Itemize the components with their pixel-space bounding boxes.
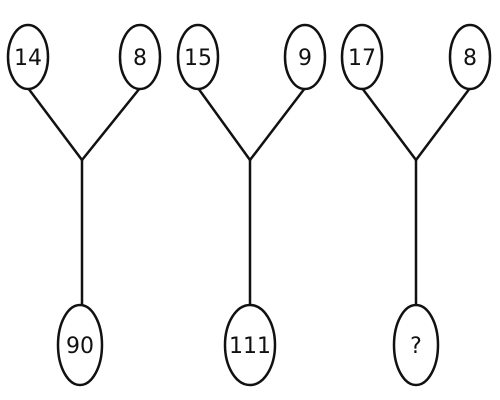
tree-3-top-right-value: 8 bbox=[463, 46, 477, 71]
tree-1-top-right-node bbox=[118, 23, 162, 91]
tree-3-right-branch bbox=[414, 86, 472, 162]
tree-2-left-branch bbox=[196, 86, 252, 162]
tree-3-bottom-value: ? bbox=[410, 334, 422, 359]
tree-2-right-branch bbox=[248, 86, 307, 162]
tree-1: 14 8 90 bbox=[6, 23, 162, 387]
tree-2-top-right-value: 9 bbox=[298, 46, 312, 71]
tree-2-top-left-value: 15 bbox=[184, 46, 212, 71]
tree-1-top-left-value: 14 bbox=[14, 46, 42, 71]
tree-1-left-branch bbox=[26, 86, 84, 162]
tree-2-top-right-node bbox=[283, 23, 327, 91]
tree-1-top-left-node bbox=[6, 23, 50, 91]
tree-1-bottom-node bbox=[56, 303, 104, 387]
tree-3: 17 8 ? bbox=[340, 23, 492, 387]
tree-1-right-branch bbox=[80, 86, 142, 162]
tree-3-top-right-node bbox=[448, 23, 492, 91]
tree-2-top-left-node bbox=[176, 23, 220, 91]
tree-3-top-left-value: 17 bbox=[348, 46, 376, 71]
tree-1-bottom-value: 90 bbox=[66, 334, 94, 359]
tree-1-top-right-value: 8 bbox=[133, 46, 147, 71]
tree-2: 15 9 111 bbox=[176, 23, 327, 387]
tree-3-bottom-node bbox=[392, 303, 440, 387]
tree-2-bottom-value: 111 bbox=[229, 334, 271, 359]
tree-3-left-branch bbox=[360, 86, 418, 162]
tree-2-bottom-node bbox=[223, 303, 277, 387]
tree-3-top-left-node bbox=[340, 23, 384, 91]
